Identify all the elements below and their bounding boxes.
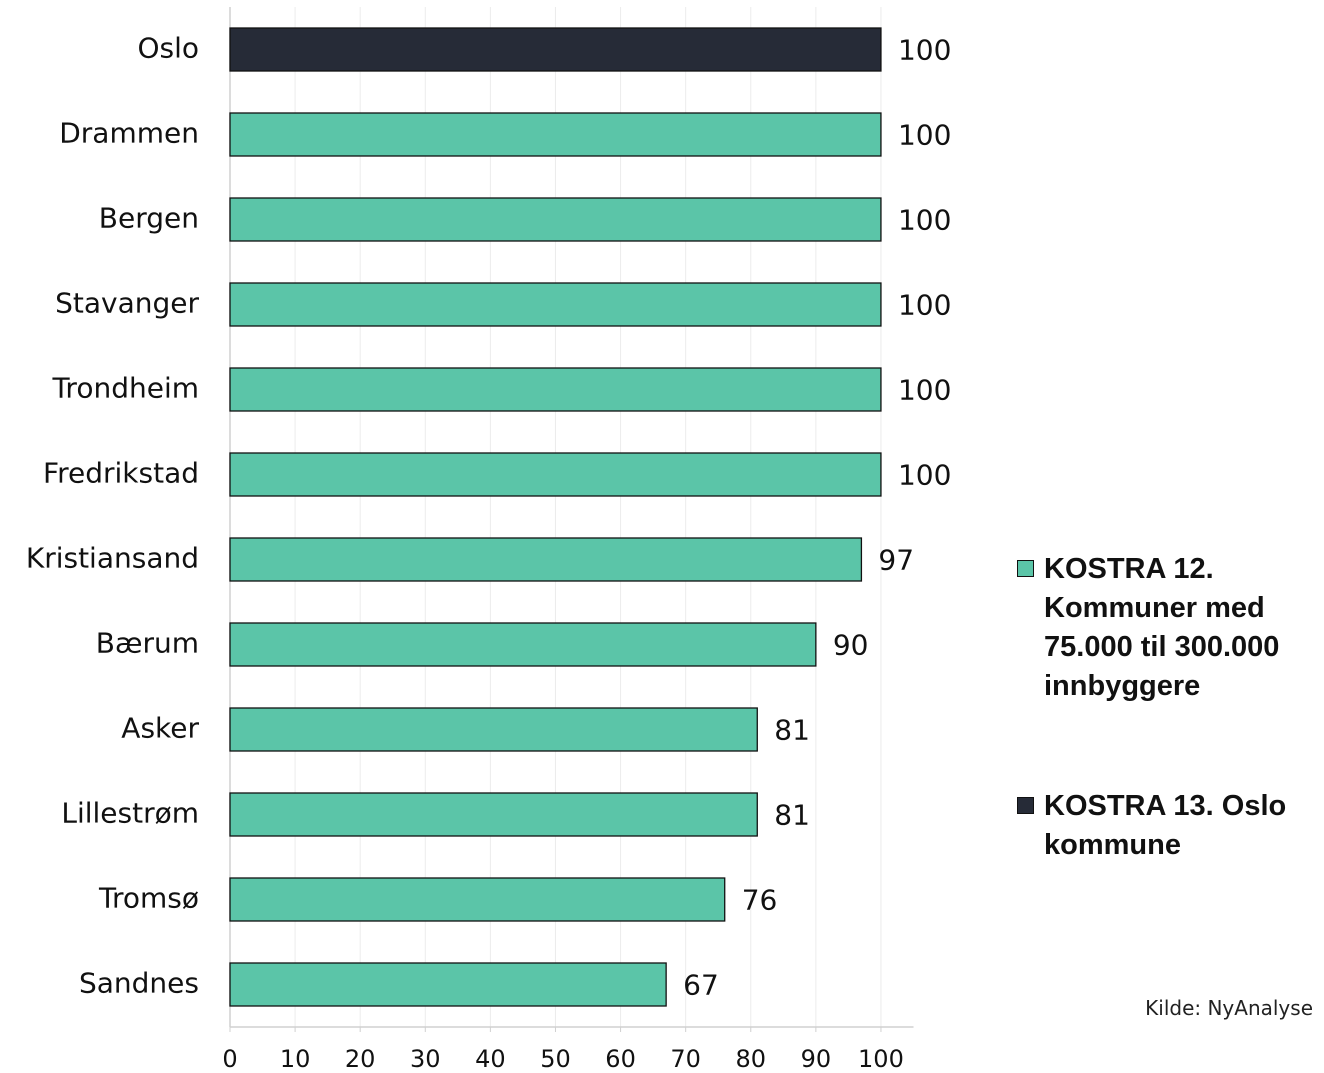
x-tick-label: 80: [735, 1045, 766, 1073]
y-tick-label: Fredrikstad: [43, 457, 199, 490]
x-tick-label: 0: [222, 1045, 237, 1073]
legend-label: KOSTRA 12. Kommuner med 75.000 til 300.0…: [1044, 553, 1280, 702]
y-tick-label: Tromsø: [98, 882, 199, 915]
y-tick-label: Asker: [121, 712, 199, 745]
legend-swatch: [1017, 797, 1034, 814]
value-label: 100: [898, 119, 951, 152]
value-label: 100: [898, 459, 951, 492]
value-label: 67: [683, 969, 719, 1002]
y-tick-label: Drammen: [59, 117, 199, 150]
value-label: 81: [774, 799, 810, 832]
bar: [229, 962, 667, 1007]
bar: [229, 707, 758, 752]
y-tick-label: Sandnes: [79, 967, 199, 1000]
x-tick-label: 20: [345, 1045, 376, 1073]
source-note: Kilde: NyAnalyse: [1145, 996, 1313, 1020]
y-tick-label: Trondheim: [51, 372, 199, 405]
bar: [229, 27, 882, 72]
value-label: 97: [878, 544, 914, 577]
value-label: 100: [898, 34, 951, 67]
legend-swatch: [1017, 560, 1034, 577]
x-tick-label: 50: [540, 1045, 571, 1073]
bar: [229, 112, 882, 157]
x-tick-label: 40: [475, 1045, 506, 1073]
legend-label: KOSTRA 13. Oslo kommune: [1044, 790, 1287, 861]
value-label: 100: [898, 289, 951, 322]
y-tick-label: Bærum: [96, 627, 199, 660]
bar: [229, 877, 726, 922]
y-tick-label: Kristiansand: [26, 542, 199, 575]
bar: [229, 452, 882, 497]
value-label: 76: [742, 884, 778, 917]
bar: [229, 537, 863, 582]
x-tick-label: 70: [670, 1045, 701, 1073]
legend-item: KOSTRA 12. Kommuner med 75.000 til 300.0…: [1017, 550, 1317, 706]
bar: [229, 197, 882, 242]
value-label: 90: [833, 629, 869, 662]
y-tick-label: Lillestrøm: [61, 797, 199, 830]
y-tick-label: Bergen: [99, 202, 199, 235]
legend-item: KOSTRA 13. Oslo kommune: [1017, 787, 1317, 865]
x-tick-label: 90: [801, 1045, 832, 1073]
value-label: 81: [774, 714, 810, 747]
y-tick-label: Stavanger: [55, 287, 199, 320]
bar: [229, 622, 817, 667]
y-tick-label: Oslo: [137, 32, 199, 65]
x-tick-label: 30: [410, 1045, 441, 1073]
bar: [229, 367, 882, 412]
bar: [229, 792, 758, 837]
value-label: 100: [898, 204, 951, 237]
x-tick-label: 60: [605, 1045, 636, 1073]
value-label: 100: [898, 374, 951, 407]
bar: [229, 282, 882, 327]
x-tick-label: 100: [858, 1045, 904, 1073]
x-tick-label: 10: [280, 1045, 311, 1073]
